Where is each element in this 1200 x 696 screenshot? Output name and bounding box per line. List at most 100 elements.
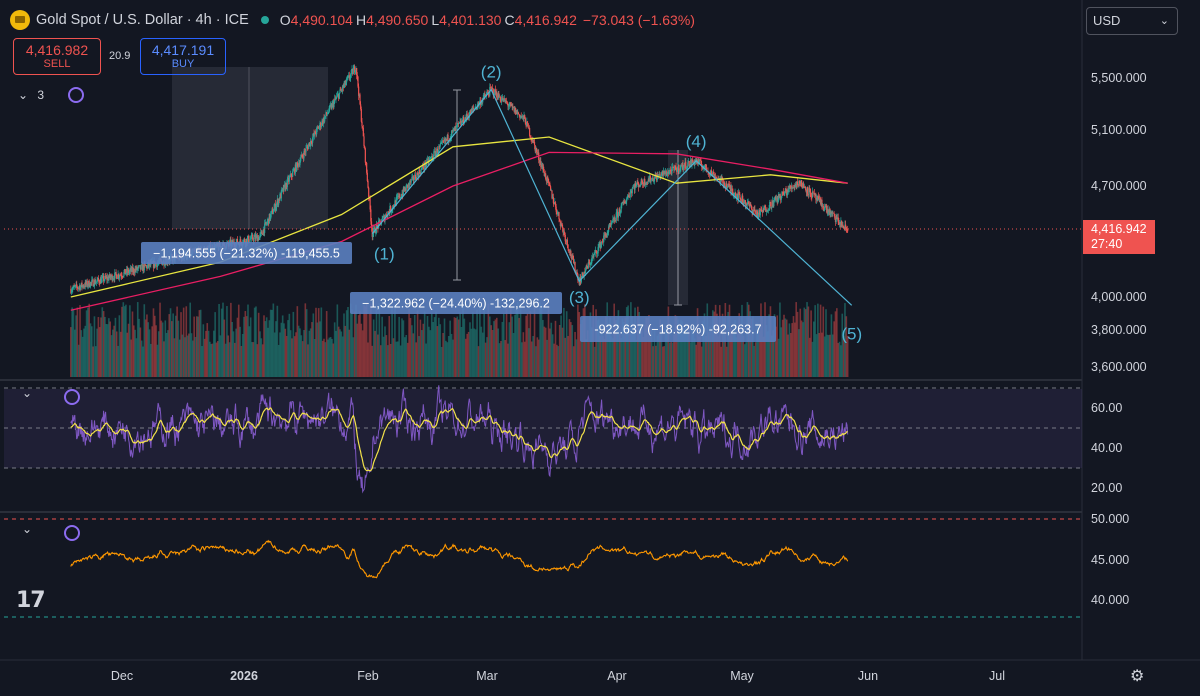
volume-bar <box>815 334 818 377</box>
refresh-icon[interactable] <box>64 389 80 405</box>
candle-body <box>340 89 342 91</box>
candle-body <box>115 272 117 275</box>
candle-body <box>816 198 818 201</box>
candle-body <box>570 250 572 257</box>
candle-body <box>85 281 87 285</box>
candle-body <box>618 209 620 213</box>
volume-bar <box>436 326 439 377</box>
sell-button[interactable]: 4,416.982 SELL <box>13 38 101 75</box>
candle-body <box>389 206 391 214</box>
candle-body <box>450 130 453 137</box>
candle-body <box>649 176 651 182</box>
candle-body <box>765 207 767 212</box>
candle-body <box>821 199 823 207</box>
volume-bar <box>750 318 753 377</box>
candle-body <box>445 138 447 142</box>
price-tick: 3,800.000 <box>1091 323 1147 337</box>
buy-button[interactable]: 4,417.191 BUY <box>140 38 226 75</box>
candle-body <box>272 209 274 214</box>
candle-body <box>394 200 396 207</box>
volume-bar <box>533 306 536 377</box>
volume-bar <box>226 306 228 377</box>
symbol-title[interactable]: Gold Spot / U.S. Dollar · 4h · ICE <box>36 12 249 28</box>
refresh-icon[interactable] <box>64 525 80 541</box>
candle-body <box>543 166 545 172</box>
candle-body <box>350 74 352 79</box>
candle-body <box>282 188 284 192</box>
volume-bar <box>370 303 372 377</box>
chevron-down-icon[interactable]: ⌄ <box>22 386 33 400</box>
volume-bar <box>172 313 174 377</box>
candle-body <box>395 200 397 206</box>
candle-body <box>315 133 317 135</box>
candle-body <box>808 188 810 195</box>
indicators-toggle[interactable]: ⌄ 3 <box>18 88 44 102</box>
candle-body <box>94 280 96 284</box>
candle-body <box>348 75 350 79</box>
volume-bar <box>792 316 795 377</box>
candle-body <box>637 183 640 188</box>
spread-value: 20.9 <box>109 50 131 62</box>
candle-body <box>719 177 722 183</box>
candle-body <box>754 209 756 212</box>
candle-body <box>118 274 120 278</box>
candle-body <box>543 171 545 176</box>
candle-body <box>631 188 633 194</box>
candle-body <box>651 177 654 179</box>
candle-body <box>122 276 124 277</box>
candle-body <box>605 235 608 238</box>
volume-bar <box>231 321 233 377</box>
candle-body <box>362 126 364 128</box>
volume-bar <box>126 332 129 377</box>
candle-body <box>439 144 441 147</box>
candle-body <box>700 160 702 165</box>
price-tick: 5,100.000 <box>1091 123 1147 137</box>
last-price-badge <box>1083 220 1155 254</box>
candle-body <box>594 250 596 253</box>
volume-bar <box>479 303 481 377</box>
candle-body <box>601 241 603 243</box>
volume-bar <box>543 326 546 377</box>
tradingview-logo-icon[interactable]: 17 <box>16 588 46 613</box>
candle-body <box>529 127 531 136</box>
candle-body <box>487 92 489 94</box>
candle-body <box>306 146 308 148</box>
candle-body <box>541 164 543 169</box>
candle-body <box>514 108 516 113</box>
candle-body <box>245 238 247 245</box>
volume-bar <box>727 311 729 377</box>
candle-body <box>400 197 402 198</box>
volume-bar <box>674 315 677 377</box>
candle-body <box>133 272 136 274</box>
chevron-down-icon[interactable]: ⌄ <box>22 522 33 536</box>
candle-body <box>666 174 668 176</box>
candle-body <box>407 183 409 188</box>
volume-bar <box>614 320 617 377</box>
currency-select[interactable]: USD ⌄ <box>1086 7 1178 35</box>
candle-body <box>120 274 122 276</box>
volume-bar <box>161 322 164 377</box>
volume-bar <box>631 316 634 377</box>
candle-body <box>810 196 812 198</box>
candle-body <box>425 164 427 167</box>
candle-body <box>641 179 643 184</box>
candle-body <box>481 101 483 103</box>
volume-bar <box>493 321 495 377</box>
market-status-icon[interactable] <box>260 16 269 24</box>
candle-body <box>642 183 644 185</box>
candle-body <box>419 169 421 173</box>
volume-bar <box>525 315 527 377</box>
candle-body <box>657 174 659 177</box>
volume-bar <box>514 314 516 377</box>
candle-body <box>806 187 808 193</box>
candle-body <box>290 173 292 177</box>
candle-body <box>718 178 720 180</box>
settings-icon[interactable]: ⚙ <box>1130 668 1145 685</box>
candle-body <box>815 193 817 200</box>
volume-bar <box>459 312 461 377</box>
candle-body <box>352 69 354 75</box>
refresh-icon[interactable] <box>68 87 84 103</box>
candle-body <box>373 227 375 234</box>
candle-body <box>330 105 332 109</box>
